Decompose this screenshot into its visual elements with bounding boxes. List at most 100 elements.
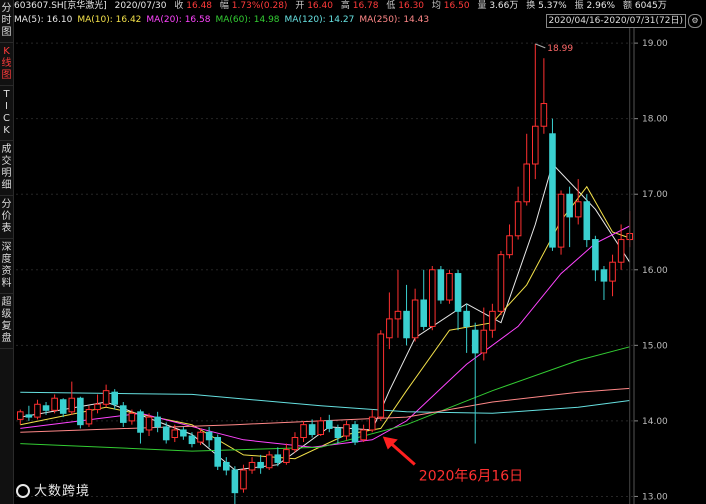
ma-line xyxy=(20,391,630,414)
annotation-arrow-shaft xyxy=(387,440,416,466)
candle-body xyxy=(308,424,316,435)
ma-line xyxy=(20,163,631,471)
low-value: 16.30 xyxy=(398,1,425,11)
candle-body xyxy=(231,469,239,494)
candle-body xyxy=(574,201,582,218)
ma-legend-item: MA(10): 16.42 xyxy=(77,15,142,25)
candle-body xyxy=(540,103,548,127)
candle-body xyxy=(77,397,84,426)
candle-body xyxy=(51,397,58,411)
low-label: 低 xyxy=(386,1,396,11)
candle-body xyxy=(257,461,264,469)
candle-body xyxy=(214,437,221,467)
candle-body xyxy=(609,261,616,282)
candle-body xyxy=(17,411,24,420)
high-label: 高 xyxy=(340,1,350,11)
candle-body xyxy=(265,454,273,469)
candle-body xyxy=(403,310,410,339)
annotation-text: 2020年6月16日 xyxy=(419,468,523,484)
candle-body xyxy=(351,424,359,443)
close-value: 16.48 xyxy=(186,1,213,11)
candle-body xyxy=(343,424,350,437)
candle-body xyxy=(506,235,513,256)
candle-body xyxy=(394,310,402,320)
candle-body xyxy=(480,329,488,354)
volume-label: 量 xyxy=(477,1,487,11)
avg-label: 均 xyxy=(431,1,441,11)
candle-body xyxy=(549,133,556,248)
ma-line xyxy=(20,185,630,460)
candle-body xyxy=(248,461,256,471)
change-label: 幅 xyxy=(219,1,229,11)
watermark-logo: 大数跨境 xyxy=(16,480,90,499)
quote-info-bar: 603607.SH[京华激光] 2020/07/30 收 16.48 幅 1.7… xyxy=(14,0,706,13)
close-label: 收 xyxy=(174,1,184,11)
candlestick-chart[interactable]: 19.00 18.00 17.00 16.00 15.00 14.00 13.00 18.99… xyxy=(14,28,706,504)
candle-body xyxy=(291,437,299,451)
candle-body xyxy=(120,405,127,423)
annotation-arrow-head xyxy=(382,436,398,450)
y-tick-label: 18.00 xyxy=(642,115,668,125)
max-pointer xyxy=(535,43,546,49)
max-price-label: 18.99 xyxy=(547,44,573,54)
ma-legend-item: MA(5): 16.10 xyxy=(14,15,73,25)
y-tick-label: 17.00 xyxy=(642,190,668,200)
candle-body xyxy=(42,405,50,411)
y-tick-label: 16.00 xyxy=(642,266,668,276)
y-tick-label: 15.00 xyxy=(642,341,668,351)
candle-body xyxy=(471,329,479,354)
ma-legend-item: MA(250): 14.43 xyxy=(359,15,430,25)
candle-body xyxy=(59,399,67,414)
candle-body xyxy=(523,163,530,203)
candle-body xyxy=(283,449,290,463)
stock-code: 603607.SH[京华激光] xyxy=(14,1,107,11)
candle-body xyxy=(600,269,608,282)
candle-body xyxy=(317,420,324,435)
sidebar-tab-6[interactable]: 超级复盘 xyxy=(0,294,13,349)
ma-legend-item: MA(20): 16.58 xyxy=(146,15,211,25)
candle-body xyxy=(240,469,247,490)
ma-line xyxy=(20,346,630,452)
candle-body xyxy=(617,239,625,263)
volume-value: 3.66万 xyxy=(489,1,519,11)
candle-body xyxy=(463,310,470,327)
candle-body xyxy=(454,273,462,312)
candle-body xyxy=(411,299,419,339)
candle-body xyxy=(205,431,213,441)
candle-body xyxy=(334,427,342,439)
avg-value: 16.50 xyxy=(443,1,470,11)
y-tick-label: 19.00 xyxy=(642,39,668,49)
open-label: 开 xyxy=(295,1,305,11)
sidebar-tab-5[interactable]: 深度资料 xyxy=(0,239,13,294)
amplitude-value: 2.96% xyxy=(586,1,616,11)
candle-body xyxy=(137,411,144,433)
candle-body xyxy=(180,429,187,437)
candle-body xyxy=(497,254,505,312)
candle-body xyxy=(557,193,565,248)
candle-body xyxy=(68,397,76,413)
candle-body xyxy=(25,414,33,418)
y-tick-label: 14.00 xyxy=(642,417,668,427)
sidebar-tab-3[interactable]: 成交明细 xyxy=(0,141,13,196)
candle-body xyxy=(326,420,333,429)
logo-mark-icon xyxy=(16,484,30,498)
candle-body xyxy=(188,435,196,445)
candle-body xyxy=(532,125,539,165)
moving-average-legend: MA(5): 16.10 MA(10): 16.42 MA(20): 16.58 MA… xyxy=(14,14,706,27)
candle-body xyxy=(489,310,496,331)
candle-body xyxy=(145,416,153,431)
settings-gear-icon[interactable]: ⚙ xyxy=(688,14,702,28)
y-tick-label: 13.00 xyxy=(642,492,668,502)
candle-body xyxy=(437,269,445,301)
sidebar-tab-4[interactable]: 分价表 xyxy=(0,196,13,239)
candle-body xyxy=(85,409,93,425)
date-range-selector[interactable]: 2020/04/16-2020/07/31(72日) xyxy=(545,14,686,28)
candle-body xyxy=(154,416,161,428)
candle-body xyxy=(360,429,367,441)
candle-body xyxy=(102,390,110,405)
sidebar-tab-0[interactable]: 分时图 xyxy=(0,0,13,43)
candle-body xyxy=(128,412,136,422)
